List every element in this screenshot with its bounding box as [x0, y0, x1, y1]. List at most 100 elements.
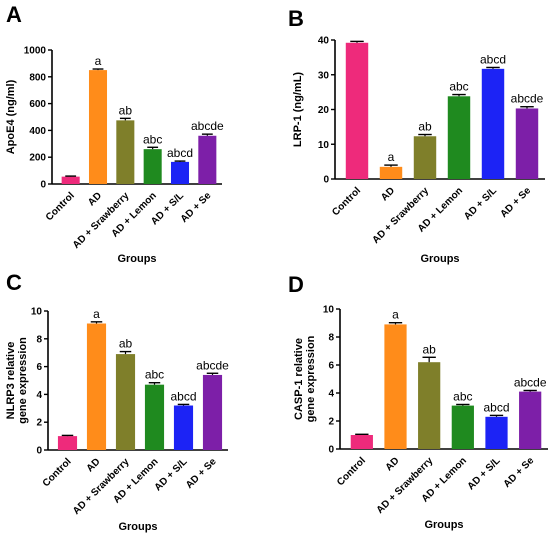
panel-letter: B: [288, 6, 304, 31]
x-axis-title: Groups: [118, 521, 157, 533]
y-tick-label: 2: [36, 418, 42, 429]
bar-ad: [379, 166, 403, 179]
significance-label: abc: [143, 132, 162, 146]
significance-label: abcd: [480, 52, 506, 66]
bar-ad-lemon: [451, 405, 474, 449]
category-label: AD: [384, 455, 402, 473]
category-label: AD + S/L: [462, 185, 499, 222]
significance-label: abc: [453, 389, 472, 403]
significance-label: abcde: [511, 92, 544, 106]
y-axis-title: CASP-1 relativegene expression: [293, 335, 317, 422]
bar-ad-lemon: [144, 384, 165, 450]
significance-label: abcde: [514, 375, 547, 389]
bar-ad-s-l: [481, 68, 505, 179]
category-label: Control: [44, 190, 77, 223]
significance-label: abc: [449, 80, 468, 94]
significance-label: ab: [119, 337, 133, 351]
y-tick-label: 4: [36, 390, 42, 401]
y-tick-label: 20: [318, 105, 330, 116]
y-tick-label: 0: [328, 445, 334, 456]
y-tick-label: 8: [36, 334, 42, 345]
bar-control: [345, 42, 369, 179]
y-tick-label: 0: [323, 175, 329, 186]
panel-d: D 0 2 4 6 8 10 CASP-1 relativegene expression Co…: [288, 272, 548, 531]
category-label: AD: [379, 185, 397, 203]
bar-ad-se: [515, 108, 539, 179]
bar-ad-srawberry: [115, 354, 136, 450]
x-axis-title: Groups: [117, 253, 156, 265]
significance-label: a: [93, 307, 100, 321]
bar-ad-srawberry: [116, 120, 135, 184]
category-label: Control: [41, 456, 74, 489]
bar-control: [350, 435, 373, 449]
category-label: AD: [85, 456, 103, 474]
significance-label: a: [95, 54, 102, 68]
y-tick-label: 4: [328, 389, 334, 400]
y-tick-label: 40: [318, 36, 330, 47]
bar-ad: [88, 70, 108, 184]
y-tick-label: 1000: [24, 46, 47, 57]
y-tick-label: 6: [328, 361, 334, 372]
bar-ad: [86, 323, 107, 450]
panel-letter: A: [6, 2, 22, 27]
y-tick-label: 200: [29, 153, 46, 164]
significance-label: abcd: [167, 146, 193, 160]
significance-label: abcde: [191, 119, 224, 133]
y-tick-label: 10: [318, 140, 330, 151]
y-axis-title-line: gene expression: [17, 337, 29, 424]
bar-ad-s-l: [485, 416, 508, 449]
bar-control: [57, 436, 78, 450]
x-axis-title: Groups: [420, 253, 459, 265]
category-label: AD + Se: [179, 190, 214, 225]
y-axis-title-line: gene expression: [305, 335, 317, 422]
y-tick-label: 2: [328, 417, 334, 428]
y-axis-title: LRP-1 (ng/mL): [292, 72, 304, 147]
y-tick-label: 30: [318, 70, 330, 81]
panel-b: B 0 10 20 30 40 LRP-1 (ng/mL) Control a AD ab AD + …: [288, 6, 545, 265]
category-label: Control: [335, 455, 368, 488]
significance-label: abcde: [196, 358, 229, 372]
bar-ad-lemon: [447, 96, 471, 179]
bar-ad-se: [202, 374, 223, 450]
significance-label: abcd: [170, 389, 196, 403]
category-label: AD + Se: [498, 185, 533, 220]
category-label: AD: [86, 190, 104, 208]
significance-label: abc: [145, 368, 164, 382]
significance-label: ab: [119, 103, 133, 117]
y-tick-label: 600: [29, 99, 46, 110]
bar-ad-se: [198, 135, 217, 184]
x-axis-title: Groups: [424, 519, 463, 531]
y-tick-label: 6: [36, 362, 42, 373]
category-label: AD + Se: [184, 456, 219, 491]
y-axis-title-line: NLRP3 relative: [5, 342, 17, 420]
y-axis-title: NLRP3 relativegene expression: [5, 337, 29, 424]
y-tick-label: 8: [328, 333, 334, 344]
category-label: AD + S/L: [466, 455, 503, 492]
y-axis-title-line: ApoE4 (ng/ml): [5, 79, 17, 154]
y-axis-title-line: LRP-1 (ng/mL): [292, 72, 304, 147]
y-axis-title: ApoE4 (ng/ml): [5, 79, 17, 154]
bar-ad-srawberry: [413, 136, 437, 179]
bar-ad: [384, 324, 407, 449]
panel-c: C 0 2 4 6 8 10 NLRP3 relativegene expression Con…: [5, 270, 229, 533]
bar-ad-lemon: [143, 149, 162, 184]
bar-ad-srawberry: [418, 362, 441, 449]
significance-label: ab: [418, 120, 432, 134]
category-label: Control: [330, 185, 363, 218]
y-tick-label: 800: [29, 72, 46, 83]
significance-label: ab: [422, 342, 436, 356]
y-tick-label: 0: [40, 180, 46, 191]
bar-control: [61, 176, 80, 184]
y-tick-label: 0: [36, 446, 42, 457]
y-tick-label: 10: [323, 305, 335, 316]
panel-letter: C: [6, 270, 22, 295]
significance-label: a: [392, 308, 399, 322]
bar-ad-se: [519, 391, 542, 449]
category-label: AD + Se: [502, 455, 537, 490]
y-axis-title-line: CASP-1 relative: [293, 338, 305, 420]
bar-ad-s-l: [173, 405, 194, 450]
panel-a: A 0 200 400 600 800 1000 ApoE4 (ng/ml) Control a A…: [5, 2, 224, 265]
y-tick-label: 400: [29, 126, 46, 137]
significance-label: abcd: [483, 400, 509, 414]
